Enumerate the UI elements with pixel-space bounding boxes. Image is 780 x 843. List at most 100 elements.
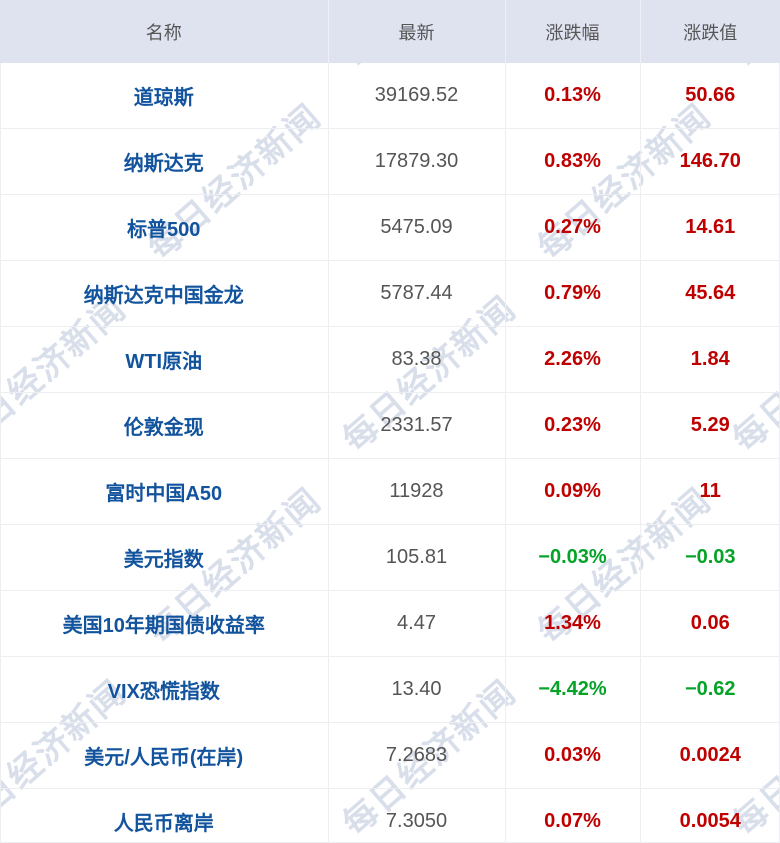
change-percent-text: −4.42% <box>538 678 607 700</box>
change-value-text: 50.66 <box>685 84 736 106</box>
change-value: 1.84 <box>640 326 780 393</box>
header-row: 名称 最新 涨跌幅 涨跌值 <box>0 0 780 63</box>
change-value: −0.03 <box>640 524 780 591</box>
table-row[interactable]: WTI原油 83.38 2.26% 1.84 <box>0 326 780 393</box>
last-price: 105.81 <box>328 524 506 591</box>
last-price-text: 5475.09 <box>380 216 453 238</box>
change-value-text: 0.06 <box>690 612 730 634</box>
table-row[interactable]: 纳斯达克中国金龙 5787.44 0.79% 45.64 <box>0 260 780 327</box>
change-percent-text: 0.83% <box>544 150 601 172</box>
last-price-text: 5787.44 <box>380 282 453 304</box>
change-percent: 0.09% <box>505 458 641 525</box>
last-price-text: 13.40 <box>391 678 442 700</box>
last-price-text: 2331.57 <box>380 414 453 436</box>
column-header-last[interactable]: 最新 <box>328 0 506 63</box>
last-price: 7.2683 <box>328 722 506 789</box>
last-price: 13.40 <box>328 656 506 723</box>
table-row[interactable]: 美元/人民币(在岸) 7.2683 0.03% 0.0024 <box>0 722 780 789</box>
change-percent: 0.83% <box>505 128 641 195</box>
change-percent-text: −0.03% <box>538 546 607 568</box>
last-price-text: 7.2683 <box>385 744 448 766</box>
instrument-name[interactable]: 富时中国A50 <box>0 458 329 525</box>
change-percent-text: 1.34% <box>544 612 601 634</box>
change-percent-text: 0.07% <box>544 810 601 832</box>
change-value-text: 11 <box>699 480 721 502</box>
table-row[interactable]: 美国10年期国债收益率 4.47 1.34% 0.06 <box>0 590 780 657</box>
table-row[interactable]: 伦敦金现 2331.57 0.23% 5.29 <box>0 392 780 459</box>
last-price-text: 83.38 <box>391 348 442 370</box>
table-row[interactable]: 富时中国A50 11928 0.09% 11 <box>0 458 780 525</box>
change-value-text: 14.61 <box>685 216 736 238</box>
change-value: 11 <box>640 458 780 525</box>
change-percent: 0.07% <box>505 788 641 843</box>
last-price: 17879.30 <box>328 128 506 195</box>
change-value: 146.70 <box>640 128 780 195</box>
table-header: 名称 最新 涨跌幅 涨跌值 <box>0 0 780 63</box>
instrument-name[interactable]: VIX恐慌指数 <box>0 656 329 723</box>
change-percent-text: 0.79% <box>544 282 601 304</box>
last-price-text: 4.47 <box>397 612 436 634</box>
instrument-name-text: 标普500 <box>127 219 201 241</box>
change-percent-text: 2.26% <box>544 348 601 370</box>
change-percent: 0.79% <box>505 260 641 327</box>
instrument-name[interactable]: 美元/人民币(在岸) <box>0 722 329 789</box>
column-header-change-value[interactable]: 涨跌值 <box>640 0 780 63</box>
instrument-name-text: 人民币离岸 <box>113 813 214 835</box>
table-row[interactable]: 道琼斯 39169.52 0.13% 50.66 <box>0 63 780 129</box>
change-percent: 0.27% <box>505 194 641 261</box>
change-percent: 0.23% <box>505 392 641 459</box>
change-percent-text: 0.09% <box>544 480 601 502</box>
change-percent-text: 0.13% <box>544 84 601 106</box>
change-percent: 1.34% <box>505 590 641 657</box>
change-percent: −4.42% <box>505 656 641 723</box>
change-value: 0.0024 <box>640 722 780 789</box>
instrument-name-text: 道琼斯 <box>133 87 194 109</box>
change-value: 0.0054 <box>640 789 780 843</box>
change-percent: 0.03% <box>505 722 641 789</box>
table-row[interactable]: 美元指数 105.81 −0.03% −0.03 <box>0 524 780 591</box>
column-header-name[interactable]: 名称 <box>0 0 329 63</box>
change-percent-text: 0.03% <box>544 744 601 766</box>
table-body: 道琼斯 39169.52 0.13% 50.66 纳斯达克 17879.30 0.83% 14… <box>0 63 780 843</box>
change-percent-text: 0.23% <box>544 414 601 436</box>
last-price: 39169.52 <box>328 63 506 129</box>
last-price: 4.47 <box>328 590 506 657</box>
instrument-name[interactable]: 伦敦金现 <box>0 392 329 459</box>
instrument-name[interactable]: 美元指数 <box>0 524 329 591</box>
instrument-name-text: VIX恐慌指数 <box>107 681 220 703</box>
last-price: 2331.57 <box>328 392 506 459</box>
last-price: 5475.09 <box>328 194 506 261</box>
change-percent: −0.03% <box>505 524 641 591</box>
change-value-text: 5.29 <box>690 414 730 436</box>
instrument-name[interactable]: WTI原油 <box>0 326 329 393</box>
instrument-name[interactable]: 纳斯达克中国金龙 <box>0 260 329 327</box>
last-price-text: 105.81 <box>385 546 448 568</box>
column-header-change-percent[interactable]: 涨跌幅 <box>505 0 641 63</box>
change-value: 5.29 <box>640 392 780 459</box>
instrument-name[interactable]: 纳斯达克 <box>0 128 329 195</box>
instrument-name-text: WTI原油 <box>125 351 203 373</box>
instrument-name-text: 纳斯达克 <box>123 153 204 175</box>
last-price-text: 7.3050 <box>385 810 448 832</box>
change-value-text: 0.0054 <box>679 810 741 832</box>
instrument-name-text: 美元/人民币(在岸) <box>84 747 244 769</box>
change-percent: 0.13% <box>505 63 641 129</box>
change-value: 50.66 <box>640 63 780 129</box>
table-row[interactable]: 标普500 5475.09 0.27% 14.61 <box>0 194 780 261</box>
instrument-name-text: 纳斯达克中国金龙 <box>83 285 244 307</box>
change-percent-text: 0.27% <box>544 216 601 238</box>
table-row[interactable]: 纳斯达克 17879.30 0.83% 146.70 <box>0 128 780 195</box>
instrument-name[interactable]: 人民币离岸 <box>0 788 329 843</box>
table-row[interactable]: 人民币离岸 7.3050 0.07% 0.0054 <box>0 788 780 843</box>
last-price: 11928 <box>328 458 506 525</box>
instrument-name[interactable]: 标普500 <box>0 194 329 261</box>
change-value-text: 1.84 <box>690 348 730 370</box>
change-value: 14.61 <box>640 194 780 261</box>
instrument-name[interactable]: 美国10年期国债收益率 <box>0 590 329 657</box>
change-value-text: −0.03 <box>684 546 736 568</box>
table-row[interactable]: VIX恐慌指数 13.40 −4.42% −0.62 <box>0 656 780 723</box>
change-value-text: 0.0024 <box>679 744 741 766</box>
instrument-name[interactable]: 道琼斯 <box>0 63 329 129</box>
instrument-name-text: 伦敦金现 <box>123 417 204 439</box>
